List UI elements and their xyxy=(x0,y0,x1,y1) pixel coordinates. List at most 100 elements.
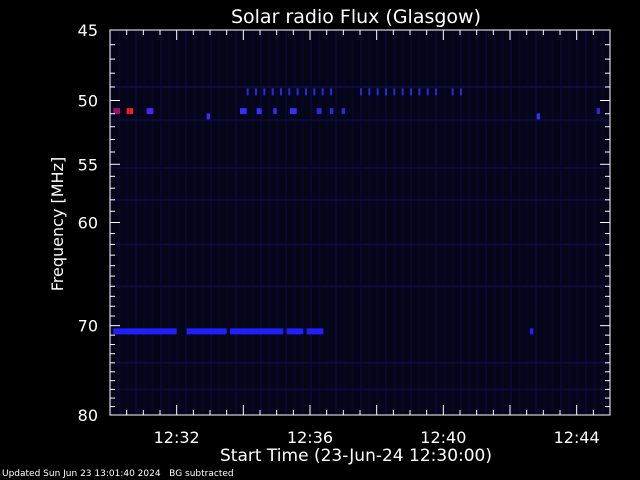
background-column xyxy=(493,30,496,415)
plot-area xyxy=(110,30,610,415)
signal-band xyxy=(130,108,133,115)
signal-band xyxy=(256,108,262,115)
background-column xyxy=(560,30,562,415)
background-column xyxy=(485,30,487,415)
background-row xyxy=(110,166,610,169)
signal-tick xyxy=(263,88,266,96)
signal-band xyxy=(316,108,322,115)
background-column xyxy=(518,30,521,415)
footer-note: BG subtracted xyxy=(169,469,234,479)
signal-tick xyxy=(280,88,282,96)
background-column xyxy=(285,30,287,415)
signal-band xyxy=(536,113,540,120)
background-column xyxy=(176,30,179,415)
background-column xyxy=(401,30,404,415)
background-column xyxy=(526,30,529,415)
background-column xyxy=(426,30,429,415)
signal-tick xyxy=(460,88,462,96)
background-column xyxy=(160,30,162,415)
background-column xyxy=(410,30,412,415)
background-column xyxy=(193,30,196,415)
background-column xyxy=(376,30,379,415)
background-column xyxy=(435,30,437,415)
y-tick-label: 70 xyxy=(78,317,98,336)
background-column xyxy=(351,30,354,415)
signal-tick xyxy=(321,88,324,96)
signal-tick xyxy=(271,88,274,96)
background-column xyxy=(360,30,362,415)
background-column xyxy=(168,30,171,415)
heatmap-marks xyxy=(113,88,600,335)
background-column xyxy=(268,30,271,415)
x-axis-label: Start Time (23-Jun-24 12:30:00) xyxy=(220,446,492,466)
signal-band xyxy=(273,108,277,115)
background-column xyxy=(543,30,546,415)
y-tick-label: 60 xyxy=(78,214,98,233)
background-column xyxy=(576,30,579,415)
signal-band xyxy=(286,328,304,335)
background-column xyxy=(393,30,396,415)
signal-tick xyxy=(246,88,249,96)
chart-title: Solar radio Flux (Glasgow) xyxy=(231,6,481,28)
background-row xyxy=(110,243,610,246)
background-row xyxy=(110,285,610,288)
signal-band xyxy=(240,108,247,115)
signal-band xyxy=(290,108,297,115)
signal-band xyxy=(186,328,227,335)
background-column xyxy=(535,30,537,415)
background-column xyxy=(510,30,512,415)
background-column xyxy=(551,30,554,415)
background-row xyxy=(110,388,610,391)
y-tick-label: 80 xyxy=(78,406,98,425)
background-column xyxy=(460,30,462,415)
y-axis-label: Frequency [MHz] xyxy=(48,157,67,291)
background-column xyxy=(418,30,421,415)
background-column xyxy=(218,30,221,415)
background-column xyxy=(226,30,229,415)
signal-band xyxy=(230,328,284,335)
background-column xyxy=(260,30,262,415)
signal-band xyxy=(113,328,140,335)
background-column xyxy=(468,30,471,415)
x-tick-label: 12:44 xyxy=(554,428,600,447)
background-column xyxy=(343,30,346,415)
background-row xyxy=(110,361,610,364)
signal-band xyxy=(146,108,154,115)
background-column xyxy=(151,30,154,415)
signal-tick xyxy=(385,88,387,96)
signal-tick xyxy=(401,88,404,96)
x-tick-label: 12:32 xyxy=(154,428,200,447)
background-row xyxy=(110,119,610,122)
signal-tick xyxy=(360,88,362,96)
background-column xyxy=(385,30,387,415)
background-column xyxy=(243,30,246,415)
background-column xyxy=(476,30,479,415)
y-axis: 45 50 55 60 70 80 xyxy=(78,21,610,425)
background-column xyxy=(501,30,504,415)
signal-band xyxy=(113,108,120,115)
signal-tick xyxy=(313,88,316,96)
background-row xyxy=(110,198,610,201)
signal-tick xyxy=(368,88,371,96)
background-column xyxy=(568,30,571,415)
signal-tick xyxy=(418,88,421,96)
signal-tick xyxy=(426,88,429,96)
signal-band xyxy=(140,328,177,335)
background-column xyxy=(293,30,296,415)
y-tick-label: 55 xyxy=(78,155,98,174)
signal-band xyxy=(306,328,324,335)
footer-updated: Updated Sun Jun 23 13:01:40 2024 xyxy=(2,469,161,479)
y-tick-label: 50 xyxy=(78,92,98,111)
signal-band xyxy=(596,108,600,115)
background-column xyxy=(235,30,237,415)
background-column xyxy=(326,30,329,415)
signal-tick xyxy=(255,88,257,96)
signal-tick xyxy=(288,88,291,96)
signal-tick xyxy=(330,88,332,96)
background-column xyxy=(143,30,146,415)
background-column xyxy=(135,30,137,415)
signal-tick xyxy=(376,88,379,96)
background-column xyxy=(451,30,454,415)
background-column xyxy=(593,30,596,415)
